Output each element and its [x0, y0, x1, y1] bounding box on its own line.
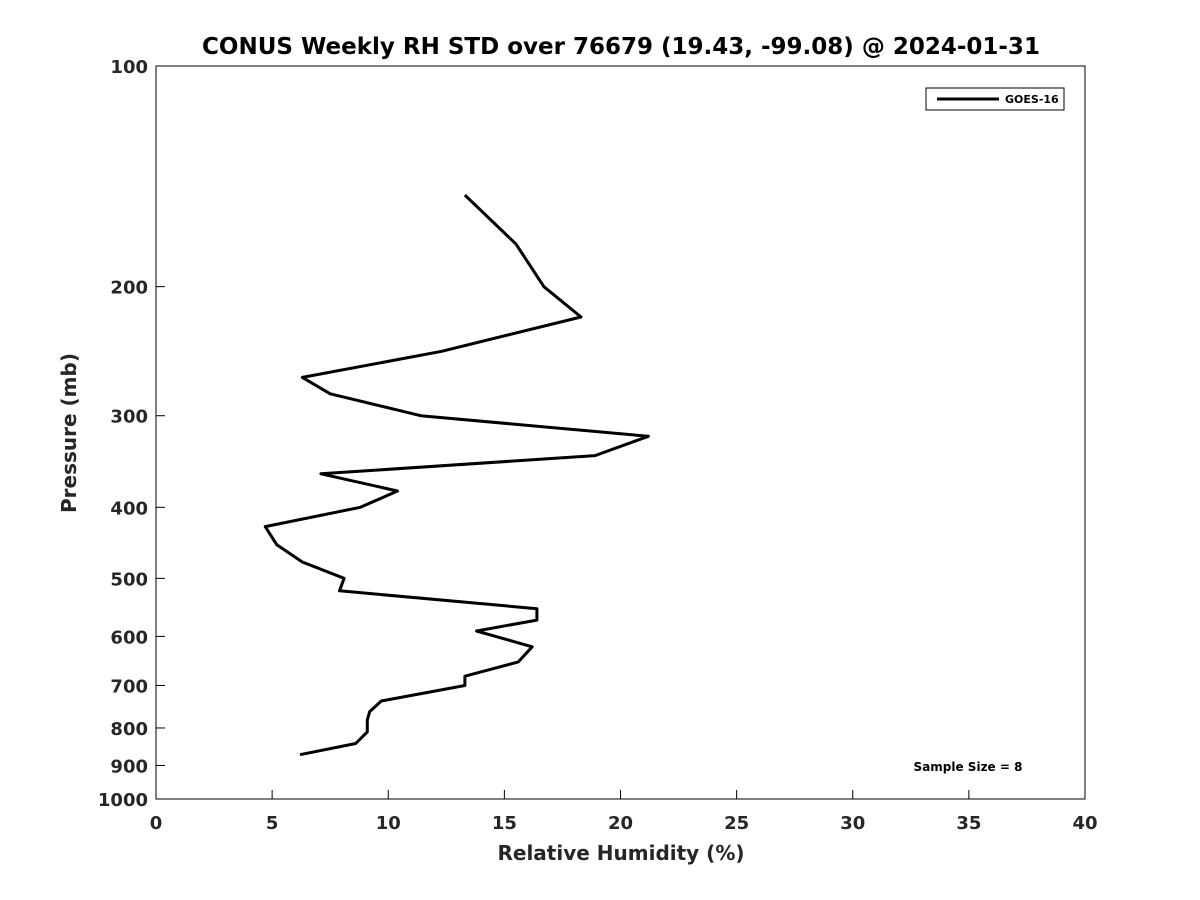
y-tick-label: 100 [110, 57, 148, 78]
y-tick-label: 1000 [98, 790, 148, 811]
x-tick-label: 25 [724, 813, 749, 834]
x-tick-label: 40 [1072, 813, 1097, 834]
sample-size-annotation: Sample Size = 8 [914, 760, 1023, 774]
y-tick-label: 300 [110, 407, 148, 428]
y-tick-label: 200 [110, 278, 148, 299]
chart-title: CONUS Weekly RH STD over 76679 (19.43, -… [202, 34, 1040, 60]
x-tick-label: 30 [840, 813, 865, 834]
y-tick-label: 700 [110, 676, 148, 697]
y-axis-ticks: 100 200 300 400 500 600 700 800 900 1000 [98, 57, 165, 811]
x-tick-label: 10 [376, 813, 401, 834]
legend: GOES-16 [925, 87, 1065, 111]
legend-label-goes-16: GOES-16 [1005, 93, 1059, 106]
series-line-goes-16 [263, 194, 650, 757]
y-tick-label: 400 [110, 498, 148, 519]
y-tick-label: 600 [110, 627, 148, 648]
y-axis-label: Pressure (mb) [57, 353, 81, 513]
x-tick-label: 0 [150, 813, 163, 834]
x-axis-ticks: 0 5 10 15 20 25 30 35 40 [150, 790, 1098, 834]
y-tick-label: 500 [110, 569, 148, 590]
x-tick-label: 35 [956, 813, 981, 834]
y-tick-label: 900 [110, 756, 148, 777]
y-tick-label: 800 [110, 719, 148, 740]
x-tick-label: 15 [492, 813, 517, 834]
x-tick-label: 5 [266, 813, 279, 834]
x-axis-label: Relative Humidity (%) [497, 841, 744, 865]
x-tick-label: 20 [608, 813, 633, 834]
